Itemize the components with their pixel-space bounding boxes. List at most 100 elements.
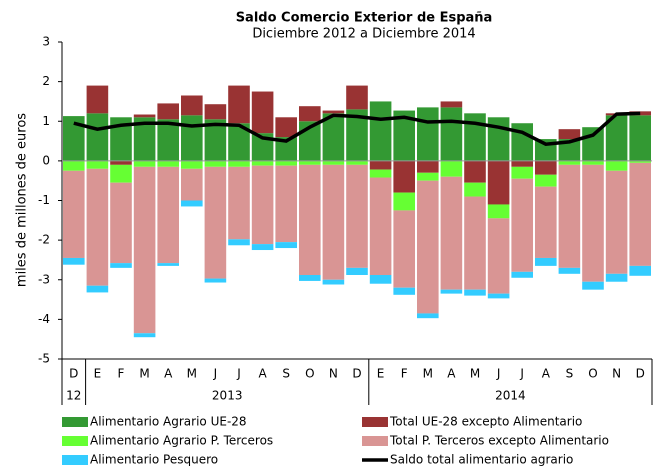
- bar: [605, 115, 628, 161]
- bar: [181, 115, 203, 161]
- bar: [86, 168, 109, 286]
- x-tick-label: E: [94, 367, 102, 381]
- y-tick-label: -5: [38, 352, 50, 366]
- y-axis-label: miles de millones de euros: [15, 113, 30, 287]
- bar: [487, 218, 510, 294]
- bar: [558, 160, 581, 165]
- bar: [369, 177, 392, 275]
- bar: [63, 160, 85, 171]
- x-tick-label: A: [447, 367, 456, 381]
- bar: [110, 117, 132, 161]
- bar: [63, 116, 85, 161]
- bar: [417, 313, 439, 319]
- x-tick-label: S: [282, 367, 290, 381]
- bar: [393, 287, 415, 295]
- bar: [558, 267, 581, 274]
- x-tick-label: N: [329, 367, 338, 381]
- x-tick-label: O: [588, 367, 597, 381]
- bar: [487, 160, 510, 205]
- x-tick-label: J: [236, 367, 241, 381]
- bar: [629, 162, 651, 266]
- bar: [558, 129, 581, 140]
- line: [73, 111, 641, 147]
- bar: [157, 103, 179, 120]
- bar: [464, 182, 486, 197]
- bar: [393, 210, 415, 288]
- bar: [440, 101, 463, 108]
- bar: [181, 95, 203, 116]
- bar: [275, 242, 297, 249]
- bar: [322, 160, 345, 165]
- bar: [535, 174, 557, 187]
- bar: [487, 117, 510, 161]
- bar: [346, 267, 368, 275]
- bar: [110, 263, 132, 268]
- bar: [487, 204, 510, 219]
- bar: [157, 160, 179, 167]
- y-tick-label: 2: [42, 74, 50, 88]
- bar: [487, 293, 510, 299]
- bar: [464, 196, 486, 290]
- bar: [440, 160, 463, 177]
- bar: [228, 123, 250, 161]
- legend-label: Alimentario Agrario P. Terceros: [90, 434, 273, 448]
- bar: [417, 180, 439, 314]
- bar: [157, 119, 179, 161]
- bar: [228, 85, 250, 124]
- bar: [181, 160, 203, 169]
- bar: [511, 166, 533, 179]
- bar: [133, 333, 156, 338]
- bar: [369, 101, 392, 161]
- bar: [464, 160, 486, 183]
- chart-title: Saldo Comercio Exterior de España: [236, 11, 493, 26]
- bar: [346, 160, 368, 165]
- bar: [275, 117, 297, 138]
- bar: [251, 165, 274, 245]
- bar: [251, 91, 274, 134]
- x-tick-label: J: [496, 367, 501, 381]
- bar: [369, 274, 392, 284]
- bar: [204, 278, 227, 283]
- bar: [417, 172, 439, 181]
- bar: [86, 85, 109, 114]
- x-tick-label: M: [139, 367, 149, 381]
- bar: [464, 289, 486, 296]
- legend-swatch: [62, 417, 88, 427]
- bar: [86, 285, 109, 293]
- bar: [133, 114, 156, 118]
- bar: [322, 279, 345, 285]
- bar: [181, 168, 203, 201]
- legend-swatch: [62, 436, 88, 446]
- bar: [393, 160, 415, 193]
- bar: [511, 123, 533, 161]
- legend-label: Total P. Terceros excepto Alimentario: [389, 434, 609, 448]
- bar: [299, 164, 321, 275]
- bar: [322, 110, 345, 114]
- x-tick-label: F: [118, 367, 125, 381]
- bar: [605, 273, 628, 282]
- legend-swatch: [62, 455, 88, 465]
- legend-label: Saldo total alimentario agrario: [390, 453, 573, 466]
- bar: [275, 165, 297, 243]
- bar: [322, 164, 345, 280]
- x-tick-label: J: [213, 367, 218, 381]
- x-group-label: 2013: [212, 389, 243, 403]
- legend-label: Alimentario Agrario UE-28: [90, 415, 247, 429]
- bar: [63, 170, 85, 258]
- bar: [204, 119, 227, 161]
- bar: [110, 164, 132, 183]
- x-group-label: 2014: [495, 389, 526, 403]
- bar: [393, 192, 415, 211]
- bar: [133, 166, 156, 334]
- y-tick-label: -2: [38, 233, 50, 247]
- x-tick-label: D: [636, 367, 645, 381]
- legend-label: Total UE-28 excepto Alimentario: [389, 415, 582, 429]
- bar: [346, 164, 368, 268]
- bar: [228, 239, 250, 246]
- x-tick-label: A: [542, 367, 551, 381]
- x-tick-label: D: [352, 367, 361, 381]
- bar: [464, 113, 486, 161]
- bar: [157, 263, 179, 266]
- bar: [369, 160, 392, 170]
